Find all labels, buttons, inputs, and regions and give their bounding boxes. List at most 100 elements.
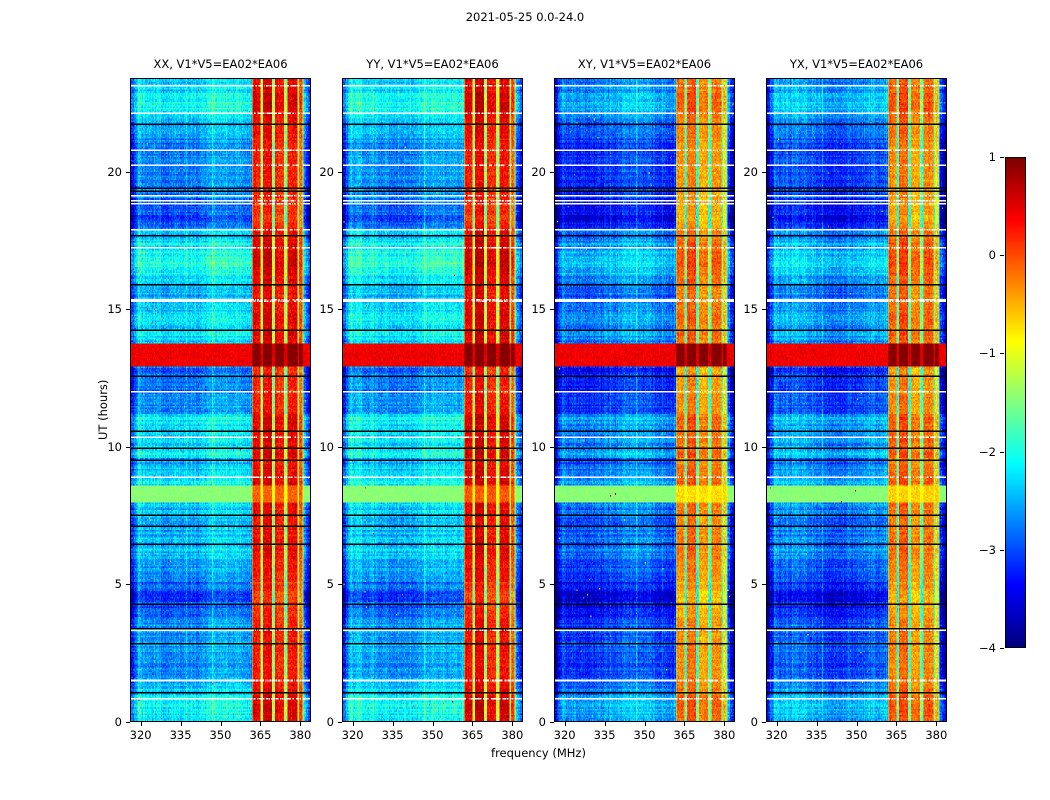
x-tick-mark bbox=[392, 722, 394, 726]
y-tick-mark bbox=[338, 722, 342, 723]
x-tick-label: 350 bbox=[845, 728, 868, 742]
colorbar-tick-label: −2 bbox=[979, 444, 996, 459]
y-tick-label: 10 bbox=[531, 439, 546, 454]
x-tick-label: 365 bbox=[461, 728, 484, 742]
colorbar bbox=[1005, 157, 1026, 648]
y-tick-label: 20 bbox=[743, 164, 758, 179]
y-tick-label: 10 bbox=[107, 439, 122, 454]
panel-title-yx: YX, V1*V5=EA02*EA06 bbox=[789, 57, 924, 71]
colorbar-tick-label: −4 bbox=[979, 641, 996, 655]
y-tick-mark bbox=[338, 584, 342, 586]
colorbar-tick-label: −3 bbox=[979, 542, 996, 557]
panel-title-xy: XY, V1*V5=EA02*EA06 bbox=[577, 57, 712, 71]
y-tick-mark bbox=[126, 309, 130, 311]
x-tick-mark bbox=[776, 722, 778, 726]
y-tick-mark bbox=[338, 446, 342, 448]
x-tick-label: 320 bbox=[553, 728, 576, 742]
x-tick-mark bbox=[856, 722, 858, 726]
y-tick-label: 10 bbox=[319, 439, 334, 454]
y-tick-label: 20 bbox=[319, 164, 334, 179]
y-tick-mark bbox=[550, 584, 554, 586]
panel-yx: YX, V1*V5=EA02*EA06 320 335 350 365 380 0 5 10 15… bbox=[743, 57, 947, 742]
x-tick-label: 365 bbox=[885, 728, 908, 742]
y-tick-label: 5 bbox=[750, 577, 758, 592]
x-tick-mark bbox=[724, 722, 726, 726]
dynamic-spectrum-yx bbox=[766, 78, 947, 722]
colorbar-tick-mark bbox=[1000, 549, 1004, 551]
y-tick-mark bbox=[126, 584, 130, 586]
x-tick-label: 350 bbox=[421, 728, 444, 742]
x-tick-label: 365 bbox=[673, 728, 696, 742]
x-tick-label: 320 bbox=[129, 728, 152, 742]
x-axis-label: frequency (MHz) bbox=[491, 746, 586, 760]
y-tick-label: 5 bbox=[114, 577, 122, 592]
colorbar-tick-mark bbox=[1000, 648, 1004, 649]
dynamic-spectrum-yy bbox=[342, 78, 523, 722]
y-tick-mark bbox=[126, 171, 130, 173]
x-tick-mark bbox=[352, 722, 354, 726]
x-tick-label: 380 bbox=[713, 728, 736, 742]
y-tick-label: 0 bbox=[538, 715, 546, 729]
dynamic-spectrum-xx bbox=[130, 78, 311, 722]
y-axis-label: UT (hours) bbox=[96, 379, 110, 440]
x-tick-label: 350 bbox=[209, 728, 232, 742]
y-tick-mark bbox=[126, 722, 130, 723]
x-tick-mark bbox=[816, 722, 818, 726]
x-tick-label: 380 bbox=[501, 728, 524, 742]
x-tick-mark bbox=[936, 722, 938, 726]
spectrum-image bbox=[343, 79, 522, 721]
spectrum-image bbox=[131, 79, 310, 721]
spectrum-image bbox=[555, 79, 734, 721]
x-tick-label: 335 bbox=[593, 728, 616, 742]
colorbar-tick-label: 1 bbox=[988, 150, 996, 164]
y-tick-label: 15 bbox=[107, 302, 122, 317]
y-tick-mark bbox=[762, 722, 766, 723]
x-tick-label: 365 bbox=[249, 728, 272, 742]
colorbar-tick-label: −1 bbox=[979, 346, 996, 361]
y-tick-label: 15 bbox=[743, 302, 758, 317]
y-tick-label: 0 bbox=[750, 715, 758, 729]
x-tick-mark bbox=[140, 722, 142, 726]
x-tick-mark bbox=[220, 722, 222, 726]
y-tick-mark bbox=[338, 171, 342, 173]
y-tick-label: 15 bbox=[319, 302, 334, 317]
y-tick-mark bbox=[126, 446, 130, 448]
y-tick-mark bbox=[550, 171, 554, 173]
colorbar-tick-label: 0 bbox=[988, 248, 996, 263]
x-tick-mark bbox=[604, 722, 606, 726]
y-tick-mark bbox=[762, 171, 766, 173]
y-tick-mark bbox=[762, 446, 766, 448]
colorbar-tick-mark bbox=[1000, 451, 1004, 453]
y-tick-mark bbox=[762, 584, 766, 586]
y-tick-label: 0 bbox=[326, 715, 334, 729]
x-tick-mark bbox=[180, 722, 182, 726]
x-tick-label: 350 bbox=[633, 728, 656, 742]
y-tick-mark bbox=[550, 309, 554, 311]
x-tick-mark bbox=[896, 722, 898, 726]
colorbar-tick-mark bbox=[1000, 255, 1004, 257]
x-tick-mark bbox=[684, 722, 686, 726]
y-tick-label: 5 bbox=[538, 577, 546, 592]
x-tick-mark bbox=[260, 722, 262, 726]
x-tick-label: 380 bbox=[289, 728, 312, 742]
x-tick-mark bbox=[564, 722, 566, 726]
panel-xx: XX, V1*V5=EA02*EA06 320 335 350 365 380 0 5 10 15… bbox=[107, 57, 311, 742]
x-tick-mark bbox=[512, 722, 514, 726]
x-tick-label: 335 bbox=[381, 728, 404, 742]
panel-yy: YY, V1*V5=EA02*EA06 320 335 350 365 380 0 5 10 15… bbox=[319, 57, 523, 742]
colorbar-tick-mark bbox=[1000, 353, 1004, 355]
x-tick-mark bbox=[472, 722, 474, 726]
x-tick-mark bbox=[432, 722, 434, 726]
colorbar-group: −4−3−2−101log10 amplitude bbox=[979, 150, 1026, 655]
x-tick-label: 320 bbox=[765, 728, 788, 742]
y-tick-label: 0 bbox=[114, 715, 122, 729]
x-tick-label: 335 bbox=[169, 728, 192, 742]
y-tick-label: 5 bbox=[326, 577, 334, 592]
panel-title-xx: XX, V1*V5=EA02*EA06 bbox=[153, 57, 288, 71]
x-tick-mark bbox=[300, 722, 302, 726]
x-tick-mark bbox=[644, 722, 646, 726]
x-tick-label: 335 bbox=[805, 728, 828, 742]
y-tick-mark bbox=[550, 446, 554, 448]
figure-suptitle: 2021-05-25 0.0-24.0 bbox=[465, 10, 585, 24]
